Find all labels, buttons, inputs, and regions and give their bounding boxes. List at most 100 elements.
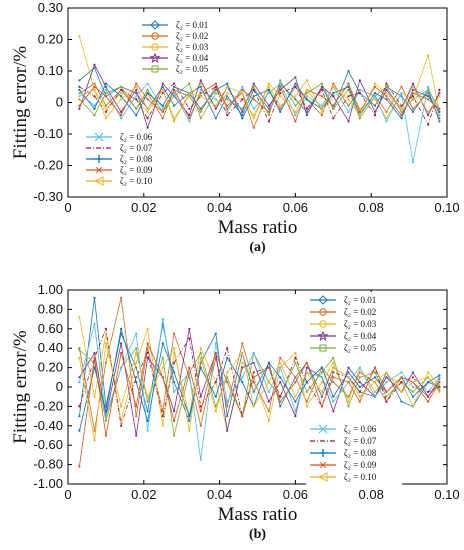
data-point — [347, 371, 350, 374]
data-point — [438, 384, 441, 387]
data-point — [161, 82, 164, 85]
data-point — [226, 110, 229, 113]
data-point — [93, 95, 96, 98]
data-point — [279, 88, 282, 91]
data-point — [385, 371, 388, 374]
marker-diamond — [318, 295, 328, 305]
x-axis-label: Mass ratio — [218, 504, 298, 525]
y-tick-label: 1.00 — [38, 282, 63, 297]
data-point — [411, 405, 414, 408]
data-point — [93, 82, 96, 85]
data-point — [93, 85, 96, 88]
series-polyline — [79, 343, 440, 441]
data-point — [411, 85, 414, 88]
data-point — [358, 117, 361, 120]
data-point — [385, 120, 388, 123]
data-point — [267, 390, 270, 393]
data-point — [252, 98, 255, 101]
data-point — [226, 371, 229, 374]
data-point — [214, 332, 217, 335]
data-point — [252, 85, 255, 88]
data-point — [146, 351, 149, 355]
data-point — [173, 82, 176, 85]
data-point — [400, 400, 403, 403]
series-polyline — [79, 82, 440, 129]
data-point — [146, 92, 149, 95]
data-point — [252, 126, 255, 129]
data-point — [226, 415, 229, 418]
data-point — [173, 390, 176, 393]
data-point — [347, 381, 350, 384]
data-point — [226, 376, 229, 379]
data-point — [294, 104, 297, 107]
data-point — [252, 381, 255, 384]
x-tick-label: 0.04 — [207, 487, 232, 502]
y-tick-label: 0.30 — [38, 0, 63, 15]
y-tick-label: -1.00 — [33, 476, 63, 491]
legend-label: ζ₂ = 0.03 — [344, 319, 377, 329]
data-point — [120, 342, 123, 345]
data-point — [267, 361, 270, 364]
marker-diamond — [150, 20, 160, 30]
data-point — [427, 54, 430, 57]
legend-label: ζ₂ = 0.06 — [344, 424, 377, 434]
data-point — [294, 415, 297, 418]
data-point — [305, 79, 308, 82]
data-point — [427, 85, 430, 88]
legend-entry: ζ₂ = 0.01 — [142, 20, 208, 30]
data-point — [294, 95, 297, 98]
legend-entry: ζ₂ = 0.10 — [86, 176, 153, 186]
y-tick-label: 0.20 — [38, 32, 63, 47]
x-tick-label: 0.02 — [131, 487, 156, 502]
data-point — [438, 120, 441, 123]
chart-panel-a: -0.30 -0.20 -0.10 0 0.10 0.20 0.30 0 0.02 0.04 0.0… — [10, 0, 460, 255]
legend-bottom: ζ₂ = 0.06 ζ₂ = 0.07 ζ₂ = 0.08 ζ₂ = 0.09 ζ₂ =… — [306, 421, 402, 485]
data-point — [385, 92, 388, 95]
data-point — [199, 95, 202, 98]
data-point — [120, 327, 123, 330]
data-point — [214, 104, 217, 107]
data-point — [347, 69, 350, 73]
data-point — [279, 110, 282, 113]
data-point — [161, 356, 164, 359]
data-point — [267, 400, 270, 403]
data-point — [373, 376, 377, 379]
data-point — [104, 95, 107, 98]
data-point — [267, 82, 270, 85]
data-point — [332, 95, 335, 98]
data-point — [146, 356, 149, 359]
data-point — [78, 356, 81, 359]
data-point — [93, 395, 96, 398]
data-point — [294, 381, 297, 384]
data-point — [226, 98, 229, 101]
data-point — [438, 381, 441, 384]
data-point — [214, 98, 217, 101]
data-point — [294, 110, 297, 113]
data-point — [161, 318, 164, 321]
data-point — [104, 85, 107, 88]
legend-entry: ζ₂ = 0.09 — [310, 460, 377, 470]
data-point — [438, 376, 441, 379]
data-point — [373, 85, 377, 88]
data-point — [305, 381, 308, 384]
data-point — [320, 110, 323, 113]
data-point — [385, 88, 388, 91]
data-point — [347, 95, 350, 98]
legend-entry: ζ₂ = 0.02 — [142, 31, 208, 41]
data-point — [241, 351, 244, 355]
data-point — [347, 88, 350, 91]
data-point — [252, 117, 255, 120]
data-point — [347, 85, 350, 88]
data-point — [93, 88, 96, 91]
data-point — [427, 395, 430, 398]
series-polyline — [79, 328, 440, 431]
data-point — [104, 104, 107, 107]
panel-label: (a) — [249, 240, 266, 255]
data-point — [358, 390, 361, 393]
data-point — [104, 117, 107, 120]
data-point — [188, 114, 191, 117]
data-point — [294, 356, 297, 359]
data-point — [214, 395, 217, 398]
data-point — [226, 429, 229, 432]
